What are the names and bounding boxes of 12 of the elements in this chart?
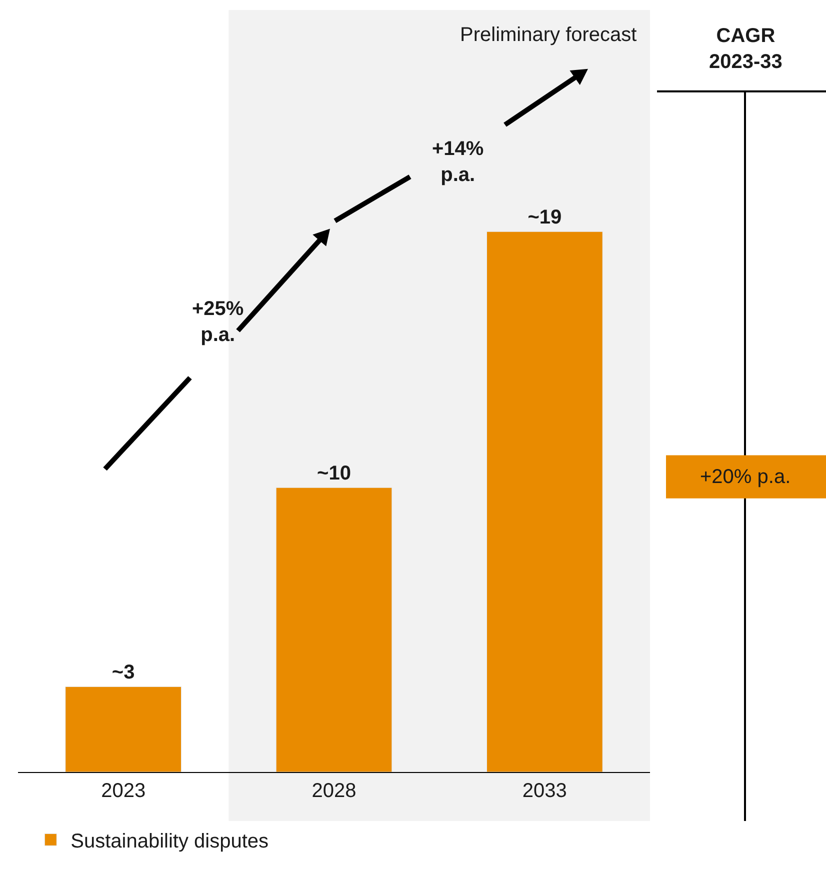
x-tick-label: 2028 (312, 780, 356, 802)
legend-label: Sustainability disputes (70, 830, 269, 852)
data-label: ~3 (112, 662, 135, 684)
data-label: ~19 (528, 206, 562, 229)
x-tick-label: 2023 (101, 780, 146, 802)
text: CAGR 2023-33 (709, 25, 782, 73)
band-label: Preliminary forecast (460, 24, 638, 46)
text: +14% p.a. (432, 138, 484, 186)
text: +20% p.a. (700, 466, 791, 488)
annotation: +25% p.a. (192, 298, 244, 346)
x-tick-label: 2033 (522, 780, 567, 802)
data-label: ~10 (317, 462, 351, 485)
